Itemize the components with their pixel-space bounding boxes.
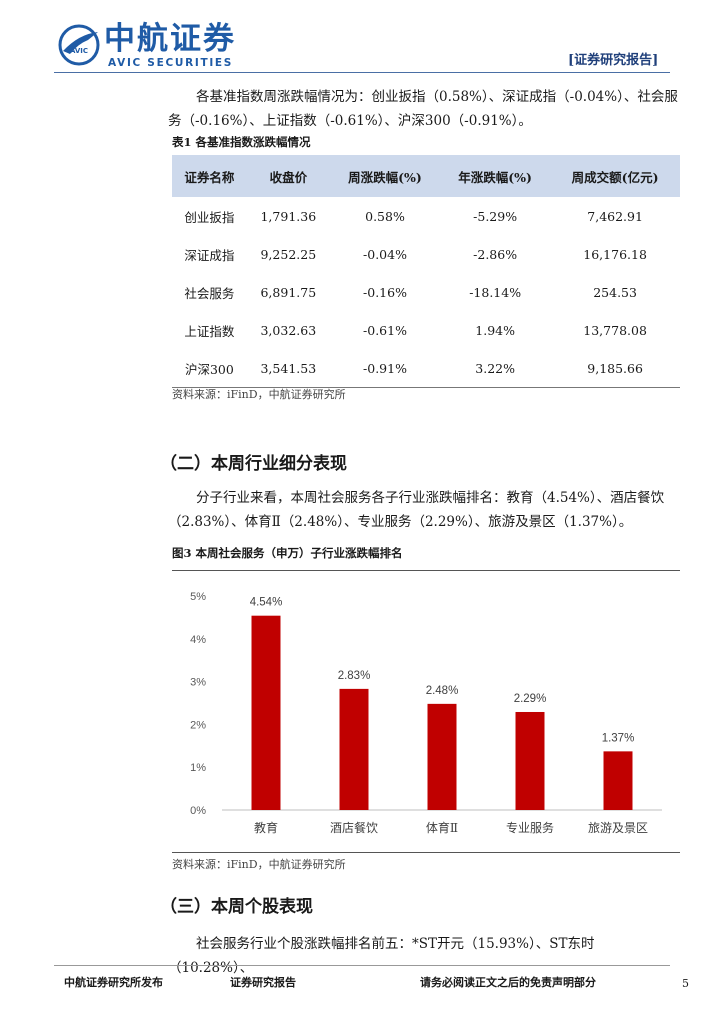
x-category-label: 酒店餐饮: [330, 820, 378, 835]
table-cell: -2.86%: [473, 246, 518, 262]
logo-english: AVIC SECURITIES: [108, 57, 234, 69]
table-cell: 9,185.66: [550, 349, 680, 388]
x-category-label: 教育: [254, 820, 278, 835]
table-cell: 创业扳指: [184, 209, 235, 225]
table-cell: -0.61%: [363, 322, 407, 338]
figure-bottom-rule: [172, 852, 680, 853]
table-header-cell: 周成交额(亿元): [550, 155, 680, 197]
y-tick-label: 0%: [190, 805, 206, 817]
table-cell: 0.58%: [365, 208, 405, 224]
table-row: 上证指数 3,032.63 -0.61% 1.94% 13,778.08: [172, 311, 680, 349]
table-header-cell: 证券名称: [172, 155, 247, 197]
footer-publisher: 中航证券研究所发布: [64, 976, 163, 989]
table-row: 创业扳指 1,791.36 0.58% -5.29% 7,462.91: [172, 197, 680, 235]
bar-2: [427, 703, 457, 810]
bar-1: [339, 688, 369, 810]
table-cell: 3,541.53: [246, 349, 330, 388]
y-tick-label: 4%: [190, 634, 206, 646]
table-cell: -18.14%: [469, 284, 522, 300]
table-cell: 沪深300: [172, 349, 247, 388]
stocks-paragraph: 社会服务行业个股涨跌幅排名前五：*ST开元（15.93%）、ST东时（10.28…: [168, 936, 595, 976]
intro-paragraph: 各基准指数周涨跌幅情况为：创业扳指（0.58%）、深证成指（-0.04%）、社会…: [168, 89, 678, 129]
section-heading-stocks: （三）本周个股表现: [160, 897, 313, 917]
header-divider: [54, 72, 670, 73]
emblem-text: AVIC: [70, 47, 88, 55]
table-cell: 254.53: [593, 284, 637, 300]
y-tick-label: 2%: [190, 719, 206, 731]
table-cell: 6,891.75: [260, 284, 317, 300]
subindustry-bar-chart: 0% 1% 2% 3% 4% 5% 4.54% 教育 2.83% 酒店餐饮 2.48% 体育Ⅱ 2.29…: [190, 591, 662, 835]
table-header-cell: 年涨跌幅(%): [440, 155, 551, 197]
table-cell: 3,032.63: [260, 322, 317, 338]
bar-4: [603, 751, 633, 810]
data-label: 2.83%: [338, 670, 371, 682]
section-heading-industry: （二）本周行业细分表现: [160, 454, 347, 474]
table-source-note: 资料来源：iFinD，中航证券研究所: [172, 388, 346, 401]
avic-logo-emblem-icon: AVIC: [58, 24, 100, 66]
x-category-label: 旅游及景区: [588, 821, 648, 835]
table-cell: 13,778.08: [583, 322, 647, 338]
data-label: 4.54%: [250, 597, 283, 609]
table-cell: -5.29%: [473, 208, 518, 224]
figure-top-rule: [172, 570, 680, 571]
table-cell: 1,791.36: [260, 208, 317, 224]
table-cell: 9,252.25: [260, 246, 317, 262]
footer-report-type: 证券研究报告: [230, 976, 296, 989]
footer-disclaimer: 请务必阅读正文之后的免责声明部分: [420, 976, 596, 989]
table-header-cell: 周涨跌幅(%): [329, 155, 441, 197]
footer-divider: [54, 965, 670, 966]
table-cell: -0.04%: [363, 246, 407, 262]
table-cell: -0.16%: [363, 284, 407, 300]
table-caption: 表1 各基准指数涨跌幅情况: [172, 135, 311, 149]
table-cell: 7,462.91: [587, 208, 643, 224]
table-cell: 3.22%: [440, 349, 551, 388]
index-performance-table: 证券名称 收盘价 周涨跌幅(%) 年涨跌幅(%) 周成交额(亿元) 创业扳指 1…: [172, 155, 680, 388]
y-tick-label: 1%: [190, 762, 206, 774]
table-cell: -0.91%: [329, 349, 441, 388]
page-number: 5: [682, 977, 689, 990]
table-header-cell: 收盘价: [246, 155, 330, 197]
table-cell: 1.94%: [475, 322, 515, 338]
table-cell: 上证指数: [184, 323, 235, 339]
data-label: 1.37%: [602, 732, 635, 744]
report-type-tag: [证券研究报告]: [568, 53, 659, 68]
data-label: 2.48%: [426, 685, 459, 697]
figure-caption: 图3 本周社会服务（申万）子行业涨跌幅排名: [172, 546, 403, 560]
x-category-label: 体育Ⅱ: [426, 820, 458, 835]
x-category-label: 专业服务: [506, 820, 554, 835]
table-cell: 深证成指: [184, 247, 235, 263]
table-header-row: 证券名称 收盘价 周涨跌幅(%) 年涨跌幅(%) 周成交额(亿元): [172, 155, 680, 197]
figure-source-note: 资料来源：iFinD，中航证券研究所: [172, 858, 346, 871]
table-row: 社会服务 6,891.75 -0.16% -18.14% 254.53: [172, 273, 680, 311]
table-row: 深证成指 9,252.25 -0.04% -2.86% 16,176.18: [172, 235, 680, 273]
table-row: 沪深300 3,541.53 -0.91% 3.22% 9,185.66: [172, 349, 680, 388]
industry-paragraph: 分子行业来看，本周社会服务各子行业涨跌幅排名：教育（4.54%）、酒店餐饮（2.…: [168, 490, 665, 530]
y-tick-label: 5%: [190, 591, 206, 603]
table-cell: 社会服务: [184, 285, 235, 301]
logo-chinese: 中航证券: [104, 21, 236, 57]
data-label: 2.29%: [514, 693, 547, 705]
bar-3: [515, 711, 545, 810]
table-cell: 16,176.18: [583, 246, 647, 262]
y-tick-label: 3%: [190, 677, 206, 689]
bar-0: [251, 615, 281, 810]
